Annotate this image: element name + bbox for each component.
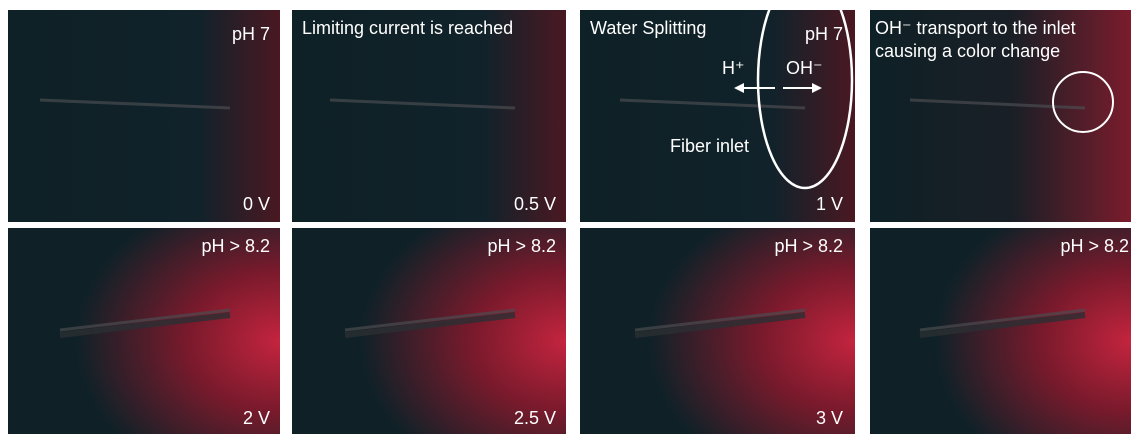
ph-label: pH > 8.2: [201, 236, 270, 256]
panel-2v: pH > 8.2 2 V: [8, 228, 280, 434]
ph-label: pH > 8.2: [774, 236, 843, 256]
ph-label: pH 7: [232, 24, 270, 44]
panel-transport: OH⁻ transport to the inlet causing a col…: [870, 10, 1131, 222]
voltage-label: 1 V: [816, 194, 843, 214]
voltage-label: 0.5 V: [514, 194, 556, 214]
panel-1v: Water Splitting pH 7 H⁺ OH⁻ Fiber inlet …: [580, 10, 855, 222]
ph-label: pH 7: [805, 24, 843, 44]
ion-label: H⁺: [722, 58, 745, 78]
panel-3v: pH > 8.2 3 V: [580, 228, 855, 434]
ion-label: OH⁻: [786, 58, 823, 78]
caption: Limiting current is reached: [302, 18, 513, 38]
voltage-label: 3 V: [816, 408, 843, 428]
ph-label: pH > 8.2: [487, 236, 556, 256]
panel-0-5v: Limiting current is reached 0.5 V: [292, 10, 566, 222]
caption: Water Splitting: [590, 18, 706, 38]
ph-label: pH > 8.2: [1060, 236, 1129, 256]
panel-final: pH > 8.2: [870, 228, 1131, 434]
caption: causing a color change: [875, 41, 1060, 61]
panel-0v: pH 7 0 V: [8, 10, 280, 222]
voltage-label: 2 V: [243, 408, 270, 428]
caption: OH⁻ transport to the inlet: [875, 18, 1076, 38]
panel-2-5v: pH > 8.2 2.5 V: [292, 228, 566, 434]
voltage-label: 2.5 V: [514, 408, 556, 428]
voltage-label: 0 V: [243, 194, 270, 214]
fiber-label: Fiber inlet: [670, 136, 749, 156]
